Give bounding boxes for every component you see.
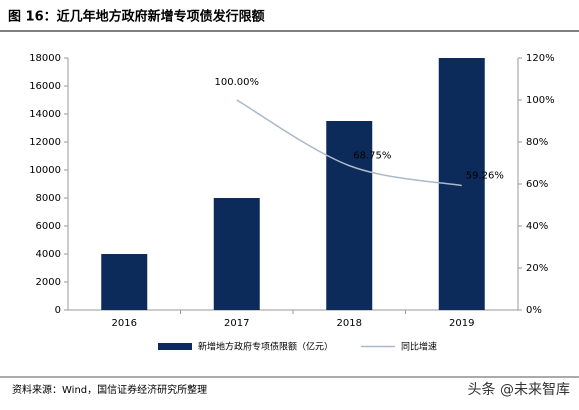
legend-swatch [158,343,192,350]
y2-tick-label: 0% [526,305,542,316]
y-tick-label: 16000 [29,81,61,92]
x-tick-label: 2019 [449,318,474,329]
data-label: 100.00% [215,77,260,88]
x-tick-label: 2016 [112,318,137,329]
y-tick-label: 8000 [36,193,61,204]
y-tick-label: 10000 [29,165,61,176]
line [236,99,462,187]
y2-tick-label: 40% [526,221,548,232]
source: 资料来源：Wind，国信证券经济研究所整理 [12,383,207,396]
watermark: 头条 @未来智库 [468,381,570,398]
y2-tick-label: 60% [526,179,548,190]
y-tick-label: 2000 [36,277,61,288]
bar [213,198,260,310]
x-tick-label: 2018 [337,318,362,329]
data-label: 59.26% [466,171,504,182]
bar [326,121,373,310]
y2-tick-label: 20% [526,263,548,274]
y-tick-label: 0 [55,305,61,316]
data-label: 68.75% [353,151,391,162]
bar [101,254,148,310]
legend-label: 同比增速 [401,341,437,353]
legend-label: 新增地方政府专项债限额（亿元） [198,341,333,353]
y-tick-label: 6000 [36,221,61,232]
y2-tick-label: 120% [526,53,555,64]
y2-tick-label: 80% [526,137,548,148]
y-tick-label: 14000 [29,109,61,120]
y-tick-label: 12000 [29,137,61,148]
y-tick-label: 4000 [36,249,61,260]
chart-title: 图 16：近几年地方政府新增专项债发行限额 [8,9,265,25]
y2-tick-label: 100% [526,95,555,106]
x-tick-label: 2017 [224,318,249,329]
y-tick-label: 18000 [29,53,61,64]
